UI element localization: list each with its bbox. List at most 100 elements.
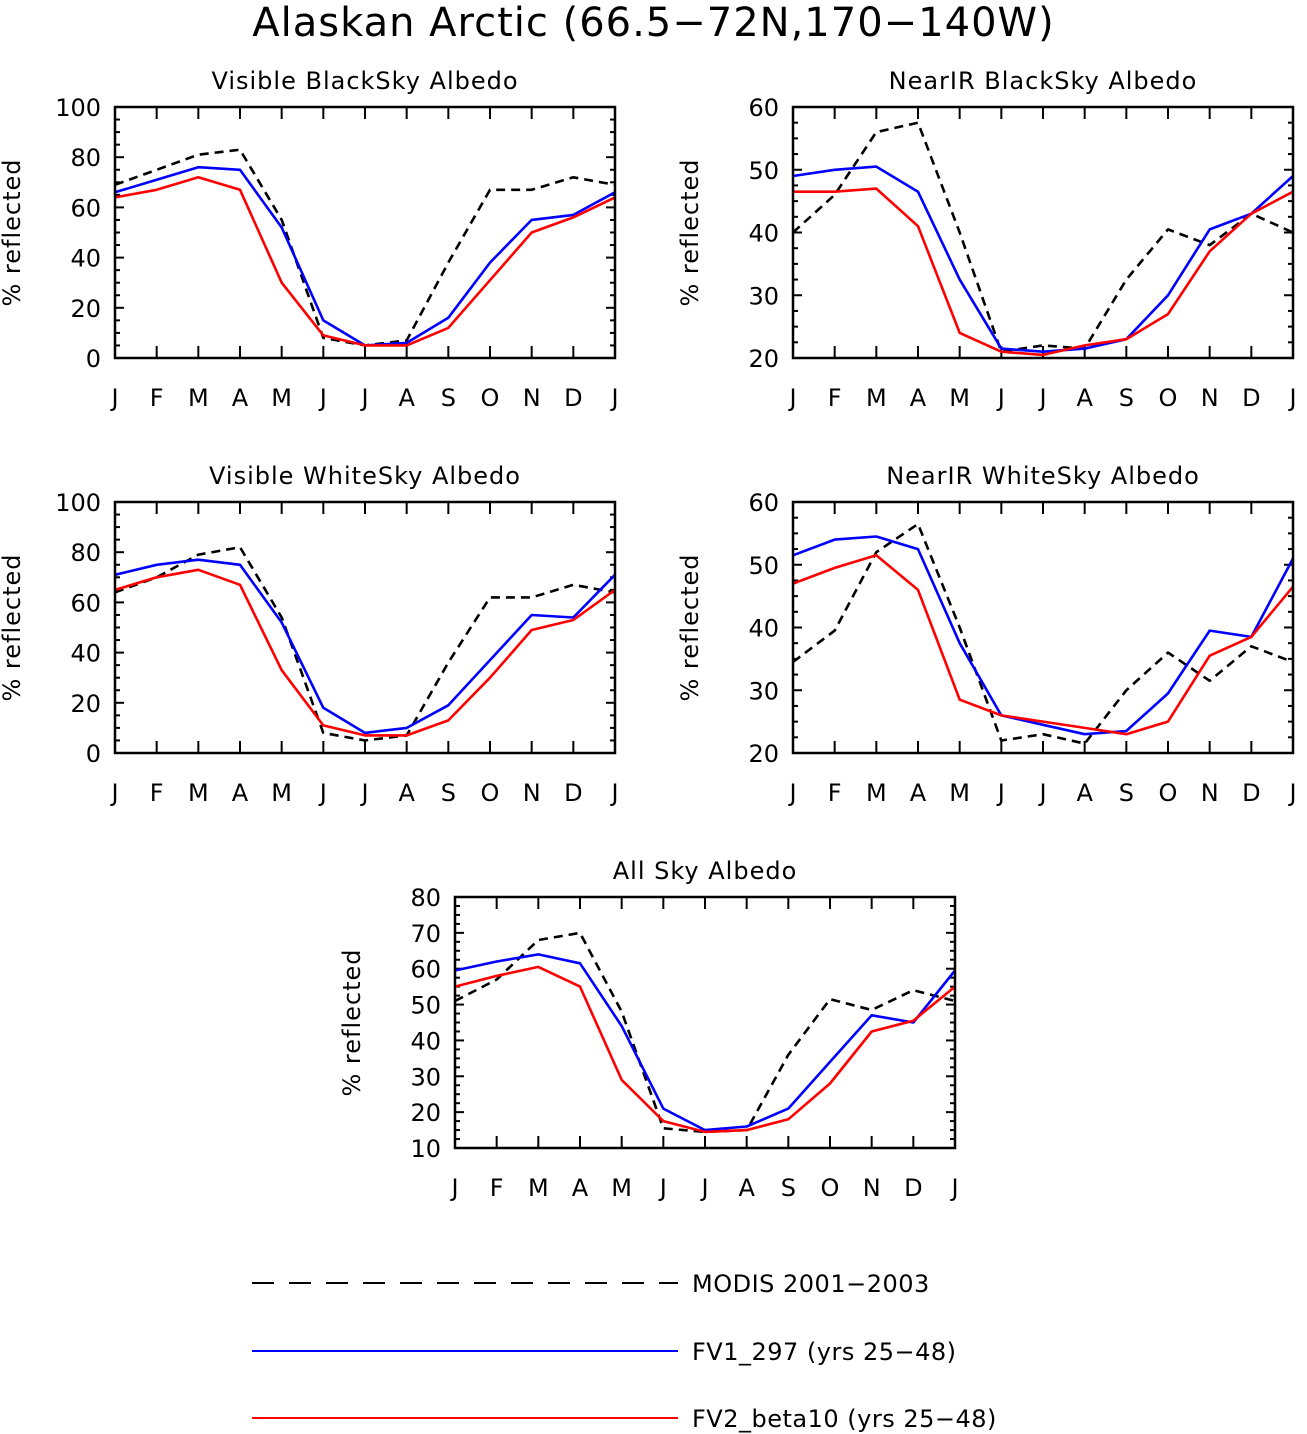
x-tick-label: O xyxy=(481,384,500,412)
y-tick-label: 80 xyxy=(410,884,441,912)
x-tick-label: J xyxy=(109,384,118,412)
x-tick-label: D xyxy=(564,779,582,807)
x-tick-label: M xyxy=(866,779,887,807)
chart-panel-4: NearIR WhiteSky Albedo % reflected 20 30 40 5… xyxy=(676,462,1297,807)
chart-title: NearIR BlackSky Albedo xyxy=(889,67,1198,95)
x-tick-label: A xyxy=(910,779,927,807)
y-tick-label: 10 xyxy=(410,1135,441,1163)
y-tick-label: 60 xyxy=(748,489,779,517)
y-tick-label: 30 xyxy=(748,282,779,310)
chart-title: All Sky Albedo xyxy=(613,857,798,885)
x-tick-label: J xyxy=(949,1174,958,1202)
y-tick-label: 20 xyxy=(748,345,779,373)
x-tick-label: A xyxy=(910,384,927,412)
x-tick-label: A xyxy=(232,779,249,807)
x-tick-label: M xyxy=(949,384,970,412)
x-tick-label: N xyxy=(1201,384,1219,412)
y-tick-label: 100 xyxy=(55,489,101,517)
y-tick-label: 40 xyxy=(748,220,779,248)
legend-label-modis: MODIS 2001−2003 xyxy=(692,1270,930,1298)
x-tick-label: J xyxy=(996,384,1005,412)
x-tick-label: F xyxy=(150,384,164,412)
y-tick-label: 50 xyxy=(410,992,441,1020)
x-tick-label: J xyxy=(787,779,796,807)
x-tick-label: J xyxy=(609,384,618,412)
x-tick-label: O xyxy=(821,1174,840,1202)
series-line-fv1 xyxy=(114,165,616,347)
x-tick-label: S xyxy=(441,384,456,412)
y-tick-label: 60 xyxy=(70,589,101,617)
x-tick-label: S xyxy=(781,1174,796,1202)
x-tick-label: M xyxy=(949,779,970,807)
x-tick-label: N xyxy=(523,384,541,412)
plot-frame xyxy=(791,105,1295,360)
y-tick-label: 60 xyxy=(70,194,101,222)
y-tick-label: 30 xyxy=(748,677,779,705)
y-tick-label: 50 xyxy=(748,552,779,580)
x-tick-label: A xyxy=(738,1174,755,1202)
y-axis-label: % reflected xyxy=(0,553,26,701)
plot-frame xyxy=(113,500,617,755)
y-axis-label: % reflected xyxy=(676,553,704,701)
x-tick-label: J xyxy=(1287,384,1296,412)
plot-frame xyxy=(453,895,957,1150)
x-tick-label: J xyxy=(787,384,796,412)
chart-title: NearIR WhiteSky Albedo xyxy=(886,462,1200,490)
x-tick-label: J xyxy=(109,779,118,807)
x-tick-label: J xyxy=(359,384,368,412)
series-line-fv2 xyxy=(114,176,616,347)
y-tick-label: 0 xyxy=(86,345,101,373)
x-tick-label: A xyxy=(398,779,415,807)
x-tick-label: M xyxy=(188,779,209,807)
x-tick-label: F xyxy=(490,1174,504,1202)
y-tick-label: 0 xyxy=(86,740,101,768)
x-tick-label: J xyxy=(699,1174,708,1202)
chart-panel-2: NearIR BlackSky Albedo % reflected 20 30 40 5… xyxy=(676,67,1297,412)
series-line-modis xyxy=(792,522,1294,745)
x-tick-label: J xyxy=(996,779,1005,807)
x-tick-label: A xyxy=(1076,384,1093,412)
x-tick-label: O xyxy=(481,779,500,807)
x-tick-label: D xyxy=(564,384,582,412)
y-tick-label: 60 xyxy=(748,94,779,122)
y-tick-label: 80 xyxy=(70,539,101,567)
x-tick-label: A xyxy=(572,1174,589,1202)
y-tick-label: 40 xyxy=(410,1027,441,1055)
series-line-fv2 xyxy=(793,187,1294,357)
series-line-modis xyxy=(792,121,1294,354)
y-tick-label: 70 xyxy=(410,920,441,948)
x-tick-label: A xyxy=(1076,779,1093,807)
x-tick-label: S xyxy=(1119,779,1134,807)
series-line-modis xyxy=(114,545,616,742)
x-tick-label: J xyxy=(318,384,327,412)
plot-frame xyxy=(113,105,617,360)
y-tick-label: 20 xyxy=(410,1099,441,1127)
x-tick-label: J xyxy=(658,1174,667,1202)
x-tick-label: D xyxy=(1242,779,1260,807)
x-tick-label: N xyxy=(523,779,541,807)
x-tick-label: M xyxy=(188,384,209,412)
chart-title: Visible BlackSky Albedo xyxy=(211,67,518,95)
x-tick-label: M xyxy=(866,384,887,412)
x-tick-label: J xyxy=(318,779,327,807)
y-axis-label: % reflected xyxy=(0,158,26,306)
y-axis-label: % reflected xyxy=(338,948,366,1096)
x-tick-label: F xyxy=(828,384,842,412)
x-tick-label: J xyxy=(449,1174,458,1202)
y-tick-label: 20 xyxy=(748,740,779,768)
x-tick-label: J xyxy=(359,779,368,807)
y-tick-label: 40 xyxy=(70,640,101,668)
x-tick-label: N xyxy=(863,1174,881,1202)
x-tick-label: M xyxy=(611,1174,632,1202)
x-tick-label: M xyxy=(271,384,292,412)
x-tick-label: A xyxy=(398,384,415,412)
x-tick-label: S xyxy=(441,779,456,807)
x-tick-label: O xyxy=(1159,779,1178,807)
series-line-fv2 xyxy=(792,553,1294,736)
y-tick-label: 40 xyxy=(70,245,101,273)
x-tick-label: N xyxy=(1201,779,1219,807)
chart-panel-3: Visible WhiteSky Albedo % reflected 0 20 40 6… xyxy=(0,462,619,807)
series-line-fv1 xyxy=(114,558,616,735)
y-tick-label: 60 xyxy=(410,956,441,984)
